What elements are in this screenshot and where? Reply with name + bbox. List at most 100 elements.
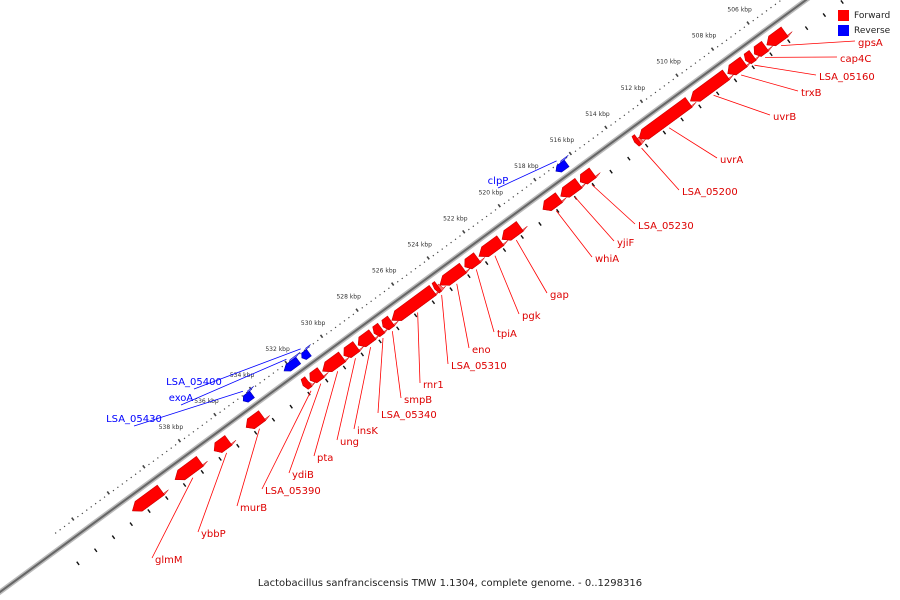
minor-tick: [604, 125, 608, 130]
scale-dash: [271, 417, 276, 422]
gene-body: [638, 97, 693, 140]
gene-body: [343, 341, 361, 358]
gene-label[interactable]: ydiB: [292, 470, 314, 481]
minor-tick: [117, 486, 119, 489]
minor-tick: [667, 81, 670, 84]
gene-label[interactable]: smpB: [404, 395, 432, 406]
minor-tick: [352, 313, 355, 316]
label-leader: [236, 428, 260, 507]
minor-tick: [81, 512, 84, 515]
tick-label: 514 kbp: [585, 111, 610, 118]
scale-dash: [538, 221, 542, 226]
scale-dash: [360, 352, 365, 357]
gene-label[interactable]: LSA_05310: [451, 361, 507, 372]
label-leader: [288, 383, 322, 474]
gene-label[interactable]: gpsA: [858, 38, 883, 49]
gene-body: [766, 26, 789, 47]
gene-label[interactable]: yjiF: [617, 238, 634, 249]
scale-dash: [644, 143, 649, 148]
minor-tick: [213, 412, 217, 417]
minor-tick: [254, 385, 257, 387]
label-leader: [151, 477, 194, 559]
gene-lsa-05160: [743, 50, 761, 65]
minor-tick: [106, 491, 110, 495]
scale-dash: [289, 404, 293, 409]
tick-label: 508 kbp: [692, 33, 717, 40]
tick-label: 536 kbp: [194, 398, 219, 405]
gene-label[interactable]: pta: [317, 453, 333, 464]
tick-label: 528 kbp: [336, 294, 361, 301]
gene-ydib: [309, 367, 329, 384]
minor-tick: [746, 21, 750, 25]
gene-label[interactable]: glmM: [155, 555, 183, 566]
scale-dash: [413, 313, 418, 318]
gene-label[interactable]: murB: [240, 503, 267, 514]
minor-tick: [779, 0, 781, 2]
minor-tick: [423, 261, 426, 263]
minor-tick: [99, 499, 101, 502]
gene-label[interactable]: LSA_05160: [819, 72, 875, 83]
gene-label[interactable]: LSA_05340: [381, 410, 437, 421]
gene-label[interactable]: rnr1: [423, 380, 444, 391]
gene-label[interactable]: LSA_05200: [682, 187, 738, 198]
gene-label[interactable]: tpiA: [497, 329, 517, 340]
gene-ybbp: [213, 435, 237, 453]
gene-body: [464, 252, 482, 270]
minor-tick: [316, 339, 319, 342]
gene-label[interactable]: whiA: [595, 254, 619, 265]
gene-gap: [501, 221, 528, 241]
gene-label[interactable]: pgk: [522, 311, 541, 322]
minor-tick: [730, 36, 732, 38]
label-leader: [391, 331, 402, 399]
scale-dash: [680, 117, 684, 122]
scale-dash: [484, 261, 489, 266]
scale-dash: [431, 300, 436, 305]
gene-label[interactable]: clpP: [488, 176, 509, 187]
gene-body: [213, 435, 233, 453]
minor-tick: [71, 517, 75, 521]
gene-label[interactable]: uvrB: [773, 112, 796, 123]
minor-tick: [710, 47, 715, 51]
scale-dash: [182, 482, 187, 488]
minor-tick: [161, 453, 164, 456]
scale-dash: [396, 326, 400, 331]
minor-tick: [568, 151, 573, 156]
gene-tpia: [464, 252, 485, 270]
gene-label[interactable]: ybbP: [201, 529, 226, 540]
gene-lsa-05230: [579, 167, 601, 185]
gene-label[interactable]: gap: [550, 290, 569, 301]
minor-tick: [390, 282, 395, 286]
minor-tick: [645, 98, 648, 100]
gene-label[interactable]: trxB: [801, 88, 822, 99]
gene-label[interactable]: LSA_05230: [638, 221, 694, 232]
minor-tick: [299, 352, 301, 355]
scale-dash: [342, 365, 347, 370]
minor-tick: [632, 107, 635, 110]
gene-body: [132, 484, 165, 512]
gene-pta: [322, 351, 350, 373]
gene-label[interactable]: eno: [472, 345, 491, 356]
gene-label[interactable]: LSA_05430: [106, 414, 162, 425]
gene-label[interactable]: insK: [357, 426, 378, 437]
scale-dash: [733, 78, 738, 83]
gene-lsa-05430: [242, 385, 255, 403]
gene-label[interactable]: ung: [340, 437, 359, 448]
minor-tick: [401, 277, 404, 280]
minor-tick: [388, 287, 390, 290]
gene-label[interactable]: exoA: [169, 393, 194, 404]
minor-tick: [396, 280, 399, 283]
minor-tick: [228, 404, 230, 407]
minor-tick: [476, 222, 479, 224]
gene-label[interactable]: uvrA: [720, 155, 743, 166]
label-leader: [713, 94, 771, 116]
scale-dash: [307, 391, 311, 396]
minor-tick: [312, 342, 315, 345]
gene-body: [309, 367, 325, 384]
minor-tick: [383, 290, 386, 293]
gene-label[interactable]: LSA_05400: [166, 377, 222, 388]
minor-tick: [592, 137, 595, 139]
gene-label[interactable]: cap4C: [840, 54, 871, 65]
gene-body: [322, 351, 347, 373]
minor-tick: [734, 32, 737, 35]
gene-label[interactable]: LSA_05390: [265, 486, 321, 497]
